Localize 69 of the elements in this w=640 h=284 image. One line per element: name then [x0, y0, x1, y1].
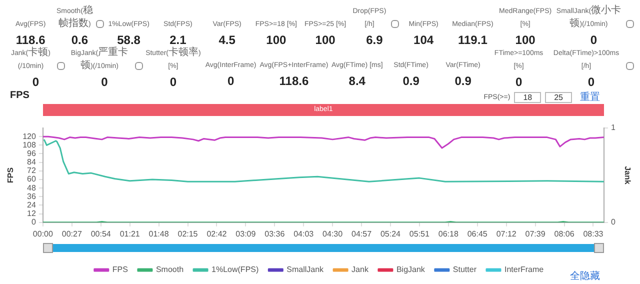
text: 18 [514, 92, 542, 102]
x-tick-label: 02:42 [206, 229, 228, 238]
x-tick-label: 08:06 [554, 229, 575, 238]
y-tick-label: 108 [22, 140, 36, 150]
data-label: 0 [227, 74, 234, 88]
x-tick-label: 05:24 [380, 229, 402, 238]
text: 25 [545, 92, 572, 102]
x-tick-label: 00:54 [90, 229, 112, 238]
x-tick-label: 04:57 [352, 229, 372, 238]
data-label: 118.6 [16, 33, 46, 47]
x-tick-label: 03:09 [236, 229, 256, 238]
data-label: 0 [101, 75, 108, 89]
y2-tick-label: 0 [610, 218, 616, 227]
y-tick-label: 60 [27, 174, 36, 184]
x-tick-label: 04:03 [294, 229, 314, 238]
legend-label: SmallJank [286, 265, 325, 274]
legend-label: InterFrame [504, 265, 544, 274]
data-label: 6.9 [366, 33, 383, 47]
y-tick-label: 96 [27, 148, 36, 158]
text: 重置 [580, 90, 600, 104]
x-tick-label: 06:45 [467, 229, 488, 238]
legend-label: FPS [112, 265, 128, 274]
data-label: 100 [266, 33, 286, 47]
x-tick-label: 07:12 [496, 229, 517, 238]
x-tick-label: 04:30 [322, 229, 344, 238]
y-tick-label: 12 [27, 209, 36, 218]
x-tick-label: 05:51 [409, 229, 430, 238]
legend-label: 1%Low(FPS) [212, 265, 259, 274]
y-tick-label: 24 [27, 200, 36, 210]
x-tick-label: 07:39 [525, 229, 546, 238]
x-tick-label: 08:33 [583, 229, 604, 238]
legend-label: Stutter [452, 265, 477, 274]
data-label: 100 [515, 33, 536, 47]
x-tick-label: 00:27 [62, 229, 82, 238]
data-label: 8.4 [348, 74, 366, 88]
y-tick-label: 120 [22, 132, 36, 141]
x-tick-label: 00:00 [32, 229, 54, 238]
x-tick-label: 01:21 [120, 229, 140, 238]
x-tick-label: 02:15 [178, 229, 198, 238]
y2-tick-label: 1 [610, 123, 616, 132]
y-tick-label: 84 [27, 158, 36, 167]
data-label: 0 [590, 33, 598, 47]
chart-title: FPS [10, 90, 30, 101]
text: 全隐藏 [570, 270, 600, 283]
y-tick-label: 72 [27, 166, 36, 176]
data-label: 0 [515, 75, 522, 89]
data-label: 0.6 [71, 33, 88, 47]
x-tick-label: 03:36 [264, 229, 286, 238]
data-label: 0 [170, 75, 177, 89]
data-label: 119.1 [458, 33, 488, 47]
legend-label: Jank [352, 265, 370, 274]
y-axis-title: FPS [6, 166, 16, 183]
data-label: 2.1 [170, 33, 186, 47]
data-label: 0.9 [402, 74, 420, 88]
y-tick-label: 0 [31, 218, 36, 227]
data-label: 58.8 [117, 33, 140, 47]
data-label: 4.5 [218, 33, 236, 47]
y2-axis-title: Jank [622, 166, 632, 185]
data-label: 118.6 [279, 74, 309, 88]
x-tick-label: 01:48 [148, 229, 170, 238]
data-label: 0.9 [454, 74, 472, 88]
y-tick-label: 36 [27, 192, 36, 201]
legend-label: Smooth [156, 265, 184, 274]
y-tick-label: 48 [27, 183, 36, 192]
data-label: 0 [588, 75, 595, 89]
data-label: 104 [414, 33, 434, 47]
x-tick-label: 06:18 [438, 229, 459, 238]
legend-label: BigJank [396, 265, 426, 274]
data-label: 100 [315, 33, 336, 47]
